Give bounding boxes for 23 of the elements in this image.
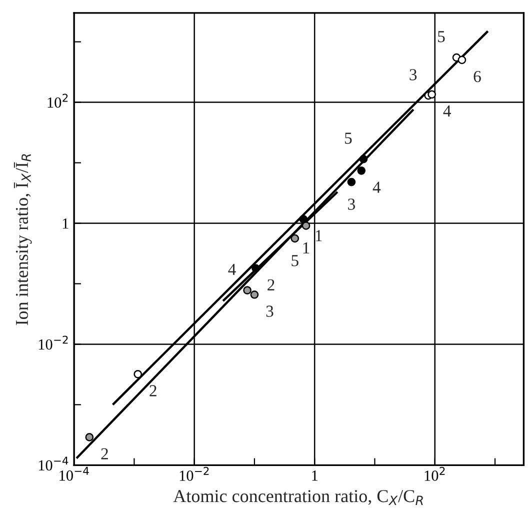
- annotation: 5: [292, 255, 298, 266]
- y-axis-title: Ion intensity ratio, Ī$_{X}$/Ī$_{R}$: [14, 154, 32, 326]
- annotation: 4: [372, 182, 381, 193]
- annotation: 5: [438, 31, 445, 42]
- y-tick-label: 1: [62, 218, 68, 229]
- y-tick-label: 10$^{2}$: [48, 94, 68, 108]
- annotation: 3: [266, 306, 274, 317]
- annotation: 1: [316, 230, 322, 242]
- x-tick-label: 1: [312, 470, 318, 481]
- annotation: 6: [474, 70, 481, 82]
- annotation: 2: [101, 448, 108, 460]
- annotation: 2: [150, 385, 156, 396]
- annotation: 3: [348, 198, 355, 210]
- x-tick-label: 10$^{−2}$: [180, 466, 209, 481]
- y-tick-label: 10$^{−2}$: [38, 336, 68, 350]
- annotation: 3: [410, 69, 417, 80]
- annotation: 1: [303, 242, 310, 254]
- x-axis-title: Atomic concentration ratio, C$_{X}$/C$_{R}$: [173, 490, 423, 505]
- annotation: 5: [345, 132, 352, 144]
- annotation: 4: [443, 105, 452, 116]
- annotation: 2: [268, 279, 274, 290]
- x-tick-label: 10$^{2}$: [424, 466, 445, 481]
- annotation: 4: [228, 264, 236, 275]
